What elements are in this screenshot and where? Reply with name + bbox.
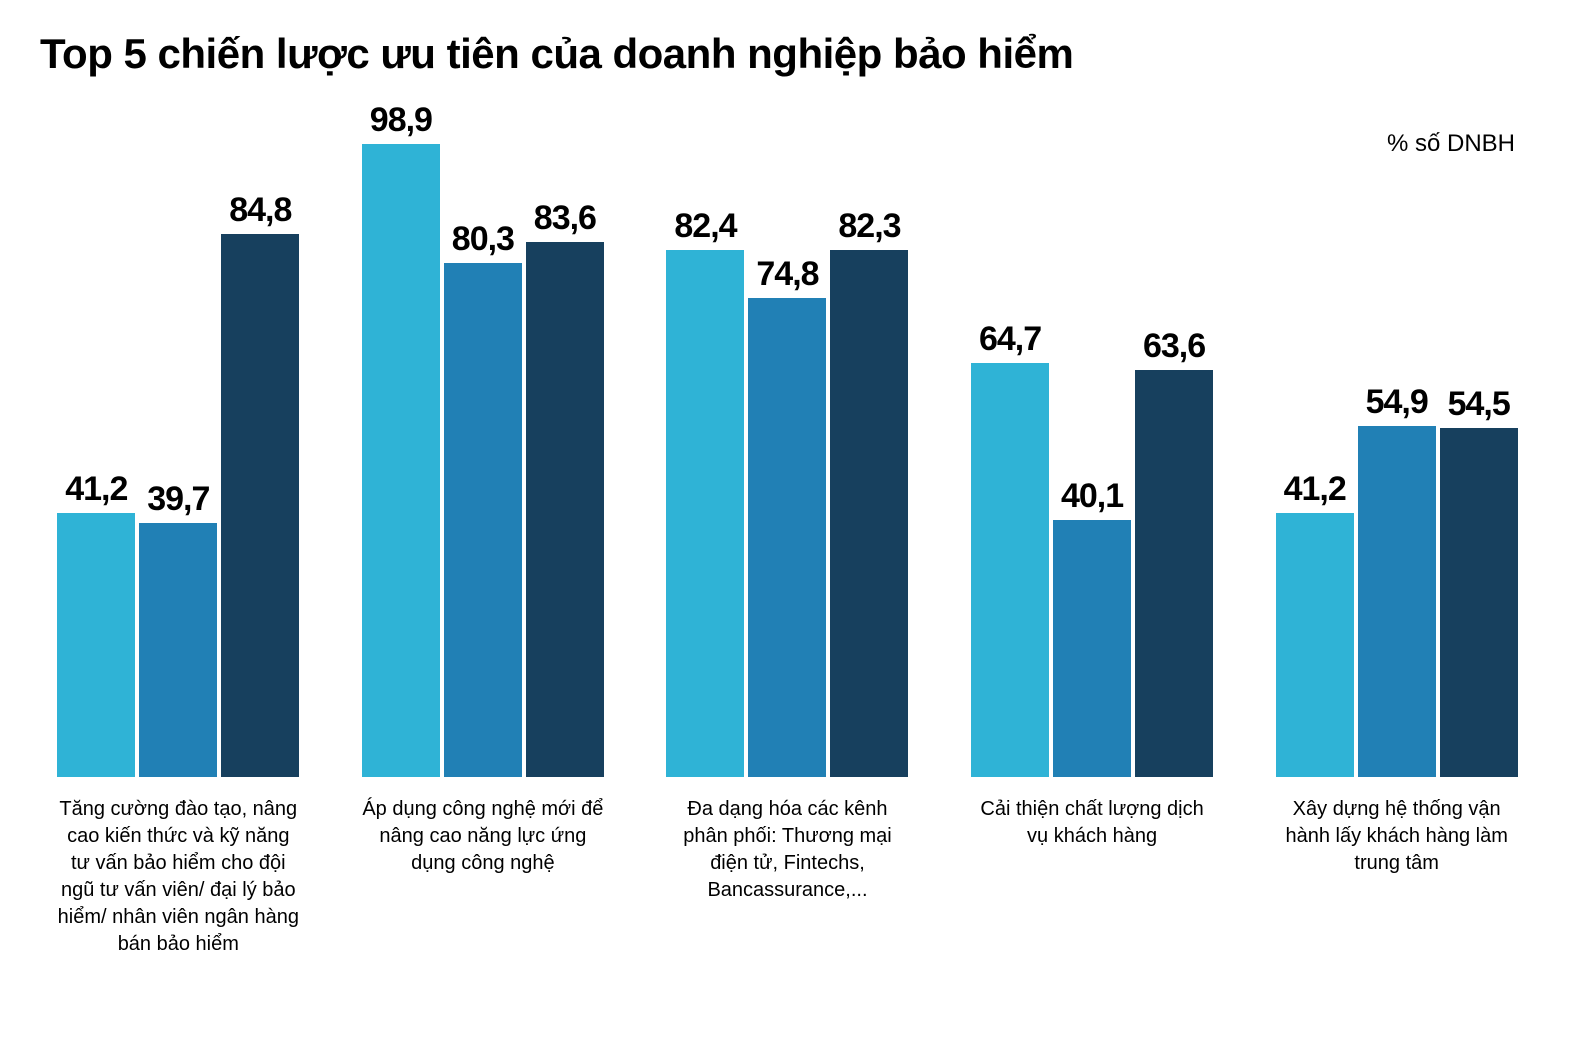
bar-value-label: 98,9 <box>370 101 432 140</box>
bar: 54,9 <box>1358 426 1436 777</box>
bar-value-label: 82,3 <box>838 207 900 246</box>
bar-value-label: 40,1 <box>1061 477 1123 516</box>
bar: 39,7 <box>139 523 217 777</box>
bar-value-label: 82,4 <box>674 207 736 246</box>
bar: 41,2 <box>57 513 135 777</box>
category-label: Cải thiện chất lượng dịch vụ khách hàng <box>964 796 1221 958</box>
bar: 41,2 <box>1276 513 1354 777</box>
chart-title: Top 5 chiến lược ưu tiên của doanh nghiệ… <box>40 30 1535 78</box>
bar-group: 64,740,163,6 <box>964 138 1221 777</box>
bar-value-label: 80,3 <box>452 220 514 259</box>
bar-value-label: 74,8 <box>756 255 818 294</box>
bar-group: 82,474,882,3 <box>659 138 916 777</box>
bar: 84,8 <box>221 234 299 777</box>
bar-value-label: 41,2 <box>65 470 127 509</box>
bar-group: 41,254,954,5 <box>1268 138 1525 777</box>
plot-area: 41,239,784,898,980,383,682,474,882,364,7… <box>40 138 1535 778</box>
bar-value-label: 83,6 <box>534 199 596 238</box>
category-label: Áp dụng công nghệ mới để nâng cao năng l… <box>355 796 612 958</box>
bar-value-label: 54,5 <box>1448 385 1510 424</box>
category-label: Đa dạng hóa các kênh phân phối: Thương m… <box>659 796 916 958</box>
bar: 82,3 <box>830 250 908 777</box>
bar: 63,6 <box>1135 370 1213 777</box>
bar: 98,9 <box>362 144 440 777</box>
bar-value-label: 63,6 <box>1143 327 1205 366</box>
bar: 80,3 <box>444 263 522 777</box>
category-label: Xây dựng hệ thống vận hành lấy khách hàn… <box>1268 796 1525 958</box>
bar-group: 41,239,784,8 <box>50 138 307 777</box>
bar-value-label: 41,2 <box>1284 470 1346 509</box>
bar: 83,6 <box>526 242 604 777</box>
bar: 74,8 <box>748 298 826 777</box>
bar-group: 98,980,383,6 <box>355 138 612 777</box>
bar-value-label: 39,7 <box>147 480 209 519</box>
bar: 82,4 <box>666 250 744 777</box>
bar-value-label: 64,7 <box>979 320 1041 359</box>
bar: 64,7 <box>971 363 1049 777</box>
x-axis-labels: Tăng cường đào tạo, nâng cao kiến thức v… <box>40 796 1535 958</box>
bar-value-label: 84,8 <box>229 191 291 230</box>
bar-value-label: 54,9 <box>1366 383 1428 422</box>
chart: 41,239,784,898,980,383,682,474,882,364,7… <box>40 138 1535 958</box>
bar: 54,5 <box>1440 428 1518 777</box>
bar: 40,1 <box>1053 520 1131 777</box>
category-label: Tăng cường đào tạo, nâng cao kiến thức v… <box>50 796 307 958</box>
